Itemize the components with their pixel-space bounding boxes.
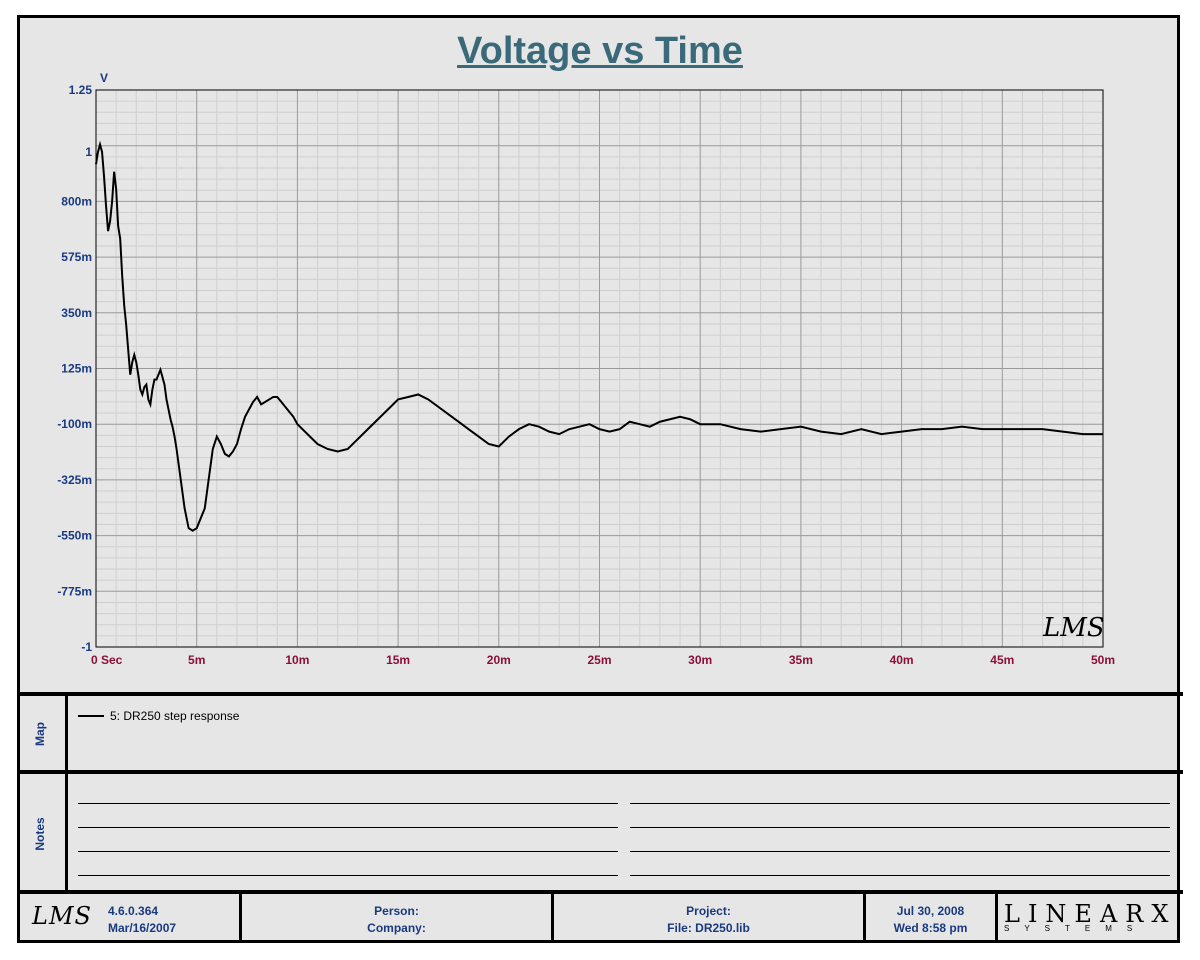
- y-tick-label: 125m: [61, 362, 92, 376]
- y-tick-label: -775m: [57, 584, 92, 598]
- person-company: Person: Company:: [242, 903, 551, 937]
- y-tick-label: -1: [81, 640, 92, 654]
- plot-area-border: [95, 89, 1104, 648]
- x-tick-label: 5m: [188, 653, 205, 667]
- person-label: Person:: [374, 904, 419, 918]
- linearx-systems: SYSTEMS: [1004, 924, 1148, 933]
- x-tick-label: 35m: [789, 653, 813, 667]
- notes-line: [78, 851, 618, 852]
- legend-text: 5: DR250 step response: [110, 709, 240, 723]
- notes-section-label: Notes: [33, 817, 47, 851]
- series-line-dr250: [95, 140, 1103, 532]
- project-file: Project: File: DR250.lib: [554, 903, 863, 937]
- lms-logo: LMS: [32, 902, 92, 930]
- notes-line: [78, 803, 618, 804]
- company-label: Company:: [367, 921, 426, 935]
- y-tick-label: 800m: [61, 194, 92, 208]
- separator-chart-map: [17, 692, 1183, 696]
- y-tick-label: 575m: [61, 250, 92, 264]
- file-label: File: DR250.lib: [667, 921, 750, 935]
- linearx-logo: LINEARX SYSTEMS: [1004, 900, 1174, 938]
- project-label: Project:: [686, 904, 731, 918]
- footer-divider: [995, 894, 998, 940]
- y-tick-label: 350m: [61, 306, 92, 320]
- y-axis-unit: V: [100, 71, 108, 85]
- footer-divider: [239, 894, 242, 940]
- report-frame: [17, 15, 1180, 943]
- separator-map-notes: [17, 770, 1183, 774]
- footer-divider: [863, 894, 866, 940]
- footer-time: Wed 8:58 pm: [893, 921, 968, 935]
- version-info: 4.6.0.364 Mar/16/2007: [108, 903, 176, 937]
- x-tick-label: 20m: [487, 653, 511, 667]
- linearx-brand: LINEARX: [1004, 900, 1177, 928]
- chart-title: Voltage vs Time: [457, 30, 743, 72]
- version-date: Mar/16/2007: [108, 921, 177, 935]
- side-label-divider: [65, 696, 68, 892]
- y-tick-label: 1: [85, 145, 92, 159]
- voltage-time-chart: 1.25 1 800m 575m 350m 125m -100m -325m -550m -775…: [57, 71, 1115, 667]
- footer-divider: [551, 894, 554, 940]
- x-tick-label: 15m: [386, 653, 410, 667]
- x-tick-label: 25m: [587, 653, 611, 667]
- separator-notes-footer: [17, 890, 1183, 894]
- y-tick-label: -550m: [57, 529, 92, 543]
- x-tick-label: 30m: [688, 653, 712, 667]
- x-tick-label: 50m: [1091, 653, 1115, 667]
- date-time: Jul 30, 2008 Wed 8:58 pm: [866, 903, 995, 937]
- legend-entry: 5: DR250 step response: [78, 709, 239, 723]
- version-number: 4.6.0.364: [108, 904, 159, 918]
- notes-line: [630, 827, 1170, 828]
- notes-line: [78, 827, 618, 828]
- notes-line: [630, 875, 1170, 876]
- y-tick-label: -325m: [57, 473, 92, 487]
- notes-line: [630, 851, 1170, 852]
- y-tick-label: -100m: [57, 417, 92, 431]
- x-tick-label: 45m: [990, 653, 1014, 667]
- legend-line-swatch: [78, 715, 104, 717]
- y-tick-label: 1.25: [69, 83, 93, 97]
- x-tick-label: 0 Sec: [91, 653, 123, 667]
- plot-logo: LMS: [1042, 613, 1105, 643]
- notes-line: [630, 803, 1170, 804]
- map-section-label: Map: [33, 722, 47, 746]
- x-tick-label: 10m: [285, 653, 309, 667]
- footer-date: Jul 30, 2008: [896, 904, 965, 918]
- notes-line: [78, 875, 618, 876]
- x-tick-label: 40m: [890, 653, 914, 667]
